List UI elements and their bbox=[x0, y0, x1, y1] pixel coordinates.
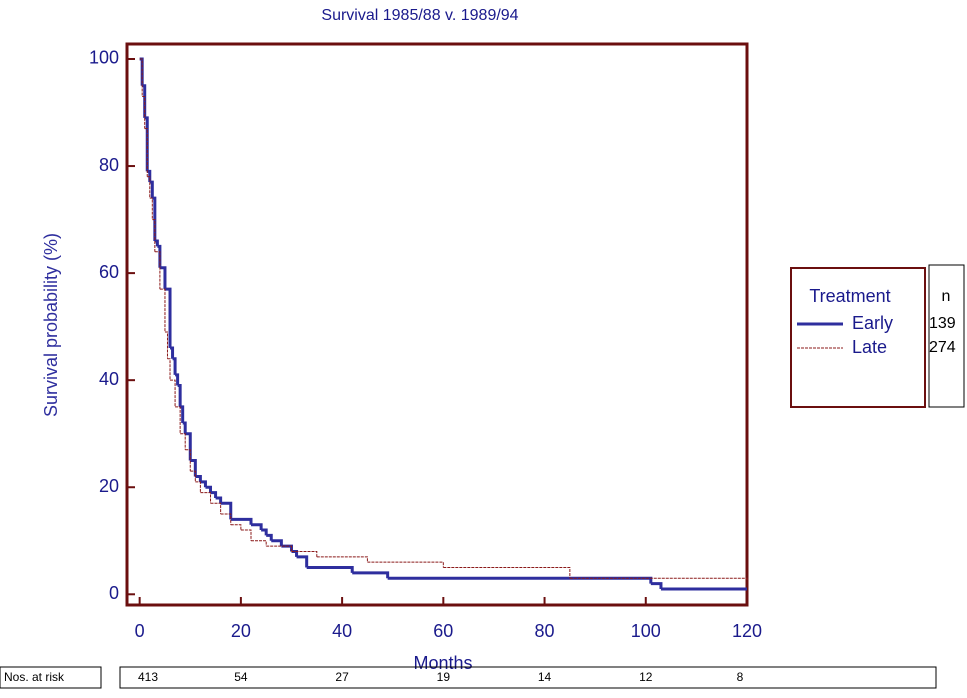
x-axis-title: Months bbox=[413, 653, 472, 673]
legend-box bbox=[790, 267, 926, 408]
legend-n: 274 bbox=[929, 339, 956, 356]
chart-title: Survival 1985/88 v. 1989/94 bbox=[321, 7, 518, 24]
at-risk-box bbox=[119, 666, 937, 689]
at-risk-label-box bbox=[0, 666, 102, 689]
n-box bbox=[928, 264, 965, 408]
at-risk-value: 27 bbox=[335, 670, 349, 684]
x-tick-label: 40 bbox=[332, 621, 352, 641]
x-tick-label: 0 bbox=[135, 621, 145, 641]
at-risk-label: Nos. at risk bbox=[4, 670, 65, 684]
y-tick-label: 20 bbox=[99, 476, 119, 496]
y-tick-label: 100 bbox=[89, 48, 119, 68]
legend-n: 139 bbox=[929, 315, 956, 332]
y-tick-label: 0 bbox=[109, 583, 119, 603]
at-risk-value: 54 bbox=[234, 670, 248, 684]
x-tick-label: 60 bbox=[433, 621, 453, 641]
at-risk-value: 19 bbox=[437, 670, 451, 684]
survival-line bbox=[139, 58, 748, 581]
at-risk-value: 8 bbox=[737, 670, 744, 684]
y-tick-label: 60 bbox=[99, 262, 119, 282]
at-risk-value: 14 bbox=[538, 670, 552, 684]
at-risk-value: 413 bbox=[138, 670, 158, 684]
at-risk-value: 12 bbox=[639, 670, 653, 684]
x-tick-label: 100 bbox=[631, 621, 661, 641]
legend-label: Late bbox=[852, 337, 887, 357]
legend-label: Early bbox=[852, 313, 893, 333]
survival-line bbox=[139, 57, 747, 591]
y-tick-label: 40 bbox=[99, 369, 119, 389]
x-tick-label: 80 bbox=[535, 621, 555, 641]
y-axis-title: Survival probability (%) bbox=[41, 233, 61, 417]
legend-title: Treatment bbox=[809, 286, 890, 306]
plot-frame bbox=[125, 42, 749, 607]
n-header: n bbox=[942, 288, 951, 305]
x-tick-label: 20 bbox=[231, 621, 251, 641]
y-tick-label: 80 bbox=[99, 155, 119, 175]
x-tick-label: 120 bbox=[732, 621, 762, 641]
